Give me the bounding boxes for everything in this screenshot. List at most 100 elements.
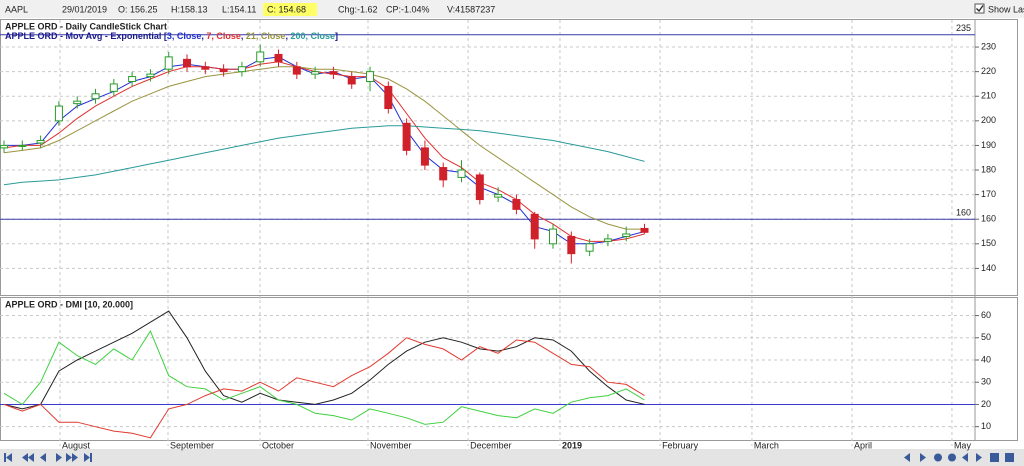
legend-prefix: APPLE ORD - Mov Avg - Exponential [ xyxy=(5,31,167,41)
candle-body xyxy=(164,56,173,70)
candle-body xyxy=(91,93,100,100)
candle-body xyxy=(311,71,320,75)
candle-body xyxy=(494,194,503,198)
candle-body xyxy=(585,243,594,252)
legend-entry: 3, Close xyxy=(167,31,202,41)
symbol: AAPL xyxy=(5,4,28,14)
candle-body xyxy=(183,58,192,68)
close: C: 154.68 xyxy=(267,4,306,14)
line-series xyxy=(3,330,645,425)
candle-body xyxy=(292,66,301,75)
candle-body xyxy=(201,66,210,70)
candle-body xyxy=(109,83,118,92)
low: L:154.11 xyxy=(222,4,256,14)
y-tick-label: 150 xyxy=(981,238,996,248)
candle-body xyxy=(567,235,576,255)
check xyxy=(976,5,984,12)
y-tick-label: 50 xyxy=(981,332,991,342)
y-tick-label: 210 xyxy=(981,91,996,101)
y-tick-label: 10 xyxy=(981,421,991,431)
candle-body xyxy=(36,140,45,144)
legend-entry: 7, Close xyxy=(206,31,241,41)
y-tick-label: 220 xyxy=(981,66,996,76)
y-tick-label: 190 xyxy=(981,140,996,150)
nav-buttons[interactable] xyxy=(4,453,1014,462)
x-tick-label: August xyxy=(62,440,91,450)
chart-title: APPLE ORD - Daily CandleStick Chart xyxy=(5,21,167,31)
line-series xyxy=(3,337,645,439)
candle-body xyxy=(237,66,246,73)
y-tick-label: 180 xyxy=(981,164,996,174)
dmi-panel xyxy=(0,297,1018,441)
line-series xyxy=(3,125,645,186)
candle-body xyxy=(640,227,649,233)
candle-body xyxy=(0,144,9,149)
high: H:158.13 xyxy=(171,4,208,14)
legend-entry: 21, Close xyxy=(246,31,286,41)
volume: V:41587237 xyxy=(447,4,495,14)
candle-body xyxy=(402,122,411,151)
x-tick-label: May xyxy=(954,440,972,450)
legend-separator: , xyxy=(201,31,206,41)
candle-body xyxy=(54,105,63,122)
close-highlight xyxy=(263,3,317,16)
y-tick-label: 60 xyxy=(981,310,991,320)
candle-body xyxy=(603,238,612,242)
legend-entry: 200, Close xyxy=(290,31,335,41)
x-tick-label: April xyxy=(854,440,872,450)
candle-body xyxy=(384,85,393,110)
open: O: 156.25 xyxy=(118,4,158,14)
legend-separator: , xyxy=(241,31,246,41)
candle-body xyxy=(274,53,283,63)
candle-body xyxy=(73,100,82,105)
y-tick-label: 170 xyxy=(981,189,996,199)
candle-body xyxy=(146,73,155,78)
y-tick-label: 20 xyxy=(981,399,991,409)
x-tick-label: December xyxy=(470,440,512,450)
level-label: 160 xyxy=(956,208,971,218)
x-tick-label: September xyxy=(170,440,214,450)
candle-body xyxy=(366,71,375,82)
price-panel xyxy=(0,19,1018,296)
y-tick-label: 140 xyxy=(981,263,996,273)
x-tick-label: October xyxy=(262,440,294,450)
show-last-label[interactable]: Show Last xyxy=(988,4,1024,14)
date: 29/01/2019 xyxy=(62,4,107,14)
candle-body xyxy=(420,147,429,166)
line-series xyxy=(3,66,645,230)
x-tick-label: 2019 xyxy=(562,440,582,450)
y-tick-label: 160 xyxy=(981,214,996,224)
ma-legend: APPLE ORD - Mov Avg - Exponential [3, Cl… xyxy=(5,31,338,41)
chart-title: APPLE ORD - DMI [10, 20.000] xyxy=(5,299,133,309)
y-tick-label: 40 xyxy=(981,354,991,364)
candle-body xyxy=(475,174,484,201)
show-last-checkbox[interactable] xyxy=(974,3,985,14)
candle-body xyxy=(549,228,558,245)
x-tick-label: March xyxy=(754,440,779,450)
candle-body xyxy=(219,68,228,73)
x-tick-label: February xyxy=(662,440,699,450)
toolbar xyxy=(0,0,1024,18)
legend-suffix: ] xyxy=(335,31,338,41)
candle-body xyxy=(329,71,338,75)
candle-body xyxy=(439,167,448,181)
candle-body xyxy=(530,213,539,240)
candle-body xyxy=(347,76,356,85)
y-tick-label: 30 xyxy=(981,377,991,387)
candle-body xyxy=(622,233,631,237)
level-label: 235 xyxy=(956,23,971,33)
y-tick-label: 200 xyxy=(981,115,996,125)
change: Chg:-1.62 xyxy=(338,4,378,14)
line-series xyxy=(3,310,645,410)
change-pct: CP:-1.04% xyxy=(386,4,430,14)
nav-bar xyxy=(0,449,1024,466)
candle-body xyxy=(128,76,137,82)
y-tick-label: 230 xyxy=(981,41,996,51)
candle-body xyxy=(18,144,27,147)
x-tick-label: November xyxy=(370,440,412,450)
legend-separator: , xyxy=(285,31,290,41)
candle-body xyxy=(256,51,265,63)
candle-body xyxy=(457,169,466,178)
candle-body xyxy=(512,199,521,210)
